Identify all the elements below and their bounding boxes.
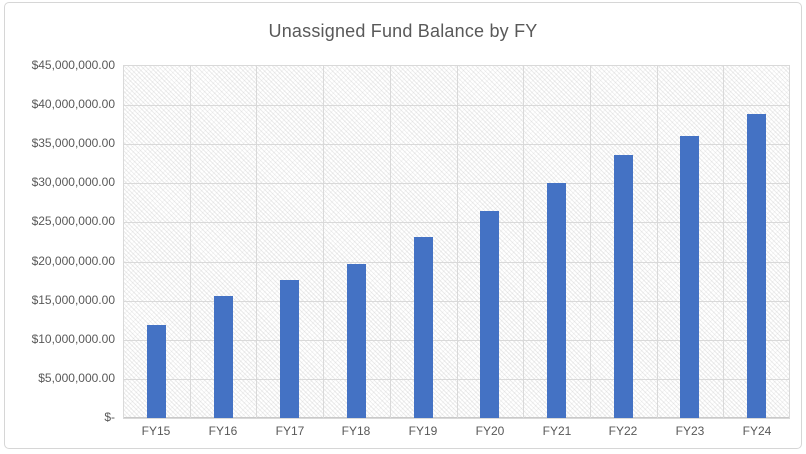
y-axis-tick-label: $40,000,000.00	[31, 97, 115, 111]
vertical-gridline	[657, 66, 658, 418]
vertical-gridline	[256, 66, 257, 418]
horizontal-gridline	[123, 340, 790, 341]
bar-fy17	[280, 280, 299, 418]
vertical-gridline	[390, 66, 391, 418]
horizontal-gridline	[123, 183, 790, 184]
x-axis-label-fy21: FY21	[542, 424, 572, 438]
horizontal-gridline	[123, 301, 790, 302]
vertical-gridline	[323, 66, 324, 418]
y-axis: $45,000,000.00 $40,000,000.00 $35,000,000.…	[5, 58, 115, 424]
bar-fy15	[147, 325, 166, 418]
x-axis-label-fy24: FY24	[742, 424, 772, 438]
vertical-gridline	[457, 66, 458, 418]
plot-area	[123, 65, 790, 419]
vertical-gridline	[590, 66, 591, 418]
x-axis-label-fy19: FY19	[408, 424, 438, 438]
x-axis-label-fy15: FY15	[141, 424, 171, 438]
vertical-gridline	[523, 66, 524, 418]
x-axis-label-fy22: FY22	[608, 424, 638, 438]
y-axis-tick-label: $20,000,000.00	[31, 254, 115, 268]
chart-title: Unassigned Fund Balance by FY	[268, 21, 538, 41]
x-axis-label-fy18: FY18	[341, 424, 371, 438]
bar-fy24	[747, 114, 766, 418]
horizontal-gridline	[123, 105, 790, 106]
y-axis-tick-label: $25,000,000.00	[31, 214, 115, 228]
bar-fy21	[547, 183, 566, 418]
bar-fy23	[680, 136, 699, 418]
x-axis-label-fy17: FY17	[275, 424, 305, 438]
bar-fy18	[347, 264, 366, 418]
x-axis-label-fy16: FY16	[208, 424, 238, 438]
y-axis-tick-label: $5,000,000.00	[38, 371, 115, 385]
horizontal-gridline	[123, 144, 790, 145]
vertical-gridline	[123, 66, 124, 418]
vertical-gridline	[190, 66, 191, 418]
y-axis-tick-label: $45,000,000.00	[31, 58, 115, 72]
bar-fy22	[614, 155, 633, 418]
x-axis-line	[123, 417, 790, 418]
x-axis: FY15 FY16 FY17 FY18 FY19 FY20 FY21 FY22 FY23 FY24	[123, 424, 790, 444]
horizontal-gridline	[123, 222, 790, 223]
y-axis-tick-label: $15,000,000.00	[31, 293, 115, 307]
y-axis-tick-label: $35,000,000.00	[31, 136, 115, 150]
x-axis-label-fy20: FY20	[475, 424, 505, 438]
chart-frame: Unassigned Fund Balance by FY $45,000,00…	[4, 2, 802, 449]
bar-fy16	[214, 296, 233, 418]
y-axis-tick-label: $10,000,000.00	[31, 332, 115, 346]
bar-fy20	[480, 211, 499, 418]
bar-fy19	[414, 237, 433, 418]
horizontal-gridline	[123, 262, 790, 263]
horizontal-gridline	[123, 418, 790, 419]
y-axis-tick-label: $30,000,000.00	[31, 175, 115, 189]
vertical-gridline	[723, 66, 724, 418]
vertical-gridline	[789, 66, 790, 418]
y-axis-tick-label: $-	[104, 410, 115, 424]
horizontal-gridline	[123, 379, 790, 380]
x-axis-label-fy23: FY23	[675, 424, 705, 438]
